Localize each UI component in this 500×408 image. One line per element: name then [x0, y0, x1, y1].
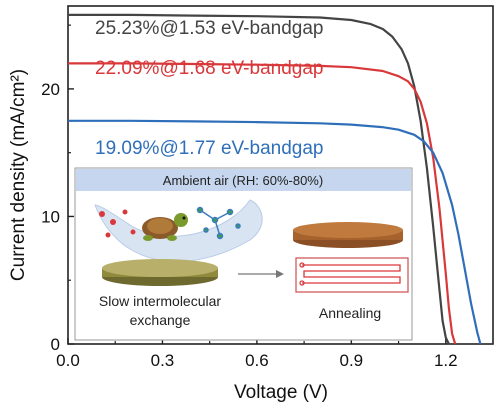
right-caption: Annealing — [319, 305, 381, 321]
series-label-2: 22.09%@1.68 eV-bandgap — [95, 58, 323, 79]
inset-banner — [76, 169, 411, 191]
y-tick-label: 0 — [51, 335, 60, 354]
series-line-1 — [68, 13, 450, 345]
x-axis-label: Voltage (V) — [234, 382, 328, 403]
left-caption-line2: exchange — [130, 312, 191, 328]
y-tick-label: 20 — [41, 80, 60, 99]
inset-banner-text: Ambient air (RH: 60%-80%) — [163, 173, 323, 188]
inset-box — [74, 167, 413, 341]
x-tick-label: 0.3 — [151, 351, 175, 370]
series-line-2 — [68, 62, 457, 345]
molecule-icon — [99, 209, 136, 238]
substrate-disk-left — [102, 259, 218, 286]
x-tick-label: 0.9 — [340, 351, 364, 370]
series-label-3: 19.09%@1.77 eV-bandgap — [95, 138, 323, 159]
series-label-1: 25.23%@1.53 eV-bandgap — [95, 18, 323, 39]
x-tick-label: 0.0 — [56, 351, 80, 370]
y-tick-label: 10 — [41, 207, 60, 226]
legend-labels: 25.23%@1.53 eV-bandgap 22.09%@1.68 eV-ban… — [95, 18, 323, 159]
process-arrow-icon — [238, 270, 284, 278]
plot-frame — [67, 5, 494, 345]
series-line-3 — [68, 119, 482, 345]
ticks-layer: 0.0 0.3 0.6 0.9 1.2 0 10 20 — [41, 24, 458, 370]
turtle-icon — [142, 213, 188, 241]
inset-schematic: Ambient air (RH: 60%-80%) Slow inte — [74, 167, 413, 341]
series-layer — [68, 13, 482, 345]
molecule-network-icon — [196, 206, 241, 240]
heater-icon — [295, 257, 409, 293]
y-axis-label: Current density (mA/cm²) — [8, 69, 29, 281]
left-caption-line1: Slow intermolecular — [99, 293, 221, 309]
x-tick-label: 1.2 — [434, 351, 458, 370]
substrate-disk-right — [293, 222, 403, 248]
x-tick-label: 0.6 — [245, 351, 269, 370]
